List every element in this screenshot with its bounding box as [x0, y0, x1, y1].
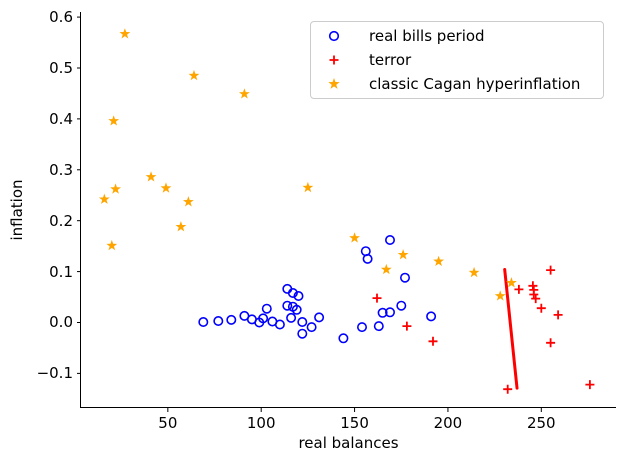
y-tick-label: 0.2 [49, 211, 73, 230]
plus-marker-icon [329, 55, 339, 65]
y-tick-label: 0.0 [49, 313, 73, 332]
y-axis-label: inflation [8, 179, 26, 241]
y-tick-label: 0.1 [49, 262, 73, 281]
legend-label: real bills period [369, 27, 485, 45]
x-tick-label: 200 [433, 414, 463, 432]
star-marker-icon [328, 78, 340, 89]
y-tick-label: 0.3 [49, 160, 73, 179]
y-tick-label: −0.1 [36, 364, 73, 383]
y-tick-label: 0.6 [49, 8, 73, 27]
plot-area [80, 12, 616, 408]
legend-label: classic Cagan hyperinflation [369, 75, 581, 93]
x-axis-label: real balances [298, 434, 399, 452]
circle-marker-icon [328, 30, 340, 42]
x-tick-label: 150 [340, 414, 369, 432]
x-tick-label: 50 [158, 414, 178, 432]
legend-label: terror [369, 51, 412, 69]
y-tick-label: 0.5 [49, 58, 73, 77]
x-tick-label: 100 [246, 414, 276, 432]
legend: real bills period terror classic Cagan h… [310, 21, 604, 99]
y-tick-label: 0.4 [49, 109, 73, 128]
legend-entry-cagan: classic Cagan hyperinflation [311, 72, 603, 96]
legend-entry-real-bills: real bills period [311, 24, 603, 48]
legend-entry-terror: terror [311, 48, 603, 72]
x-tick-label: 250 [526, 414, 556, 432]
